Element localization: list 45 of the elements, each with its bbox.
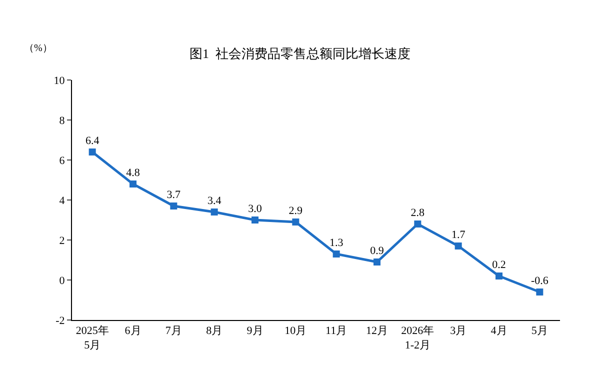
x-tick-label: 2025年 5月 [76, 325, 109, 352]
x-tick-label: 10月 [284, 325, 307, 338]
x-tick-label: 7月 [165, 325, 182, 338]
x-tick-label: 9月 [246, 325, 264, 338]
y-tick-label: 0 [59, 274, 66, 287]
data-label: 3.4 [207, 194, 222, 207]
y-tick-label: 6 [59, 154, 66, 167]
y-tick-label: 4 [59, 194, 66, 207]
data-label: 2.8 [410, 206, 426, 219]
data-label: 0.9 [370, 244, 384, 257]
point [374, 258, 380, 266]
data-label: 2.9 [288, 204, 304, 217]
x-tick-label: 5月 [531, 325, 548, 338]
data-label: 3.7 [166, 188, 182, 201]
x-tick-label: 4月 [490, 325, 508, 338]
data-label: 1.7 [451, 228, 466, 241]
x-tick-label: 11月 [326, 325, 348, 338]
x-tick-label: 3月 [450, 325, 467, 338]
x-tick-label: 12月 [366, 325, 388, 338]
data-label: 1.3 [329, 236, 344, 249]
point [252, 216, 258, 224]
point [414, 220, 422, 228]
point [332, 250, 340, 258]
point [88, 148, 96, 156]
point [454, 242, 462, 250]
chart-title: 图1 社会消费品零售总额同比增长速度 [190, 46, 410, 62]
point [536, 288, 544, 296]
data-label: 6.4 [85, 134, 100, 147]
y-tick-label: 2 [59, 234, 65, 247]
data-label: 4.8 [126, 166, 140, 179]
x-tick-label: 8月 [206, 325, 223, 338]
data-label: -0.6 [530, 274, 549, 287]
y-tick-label: 8 [59, 114, 66, 127]
point [210, 208, 218, 216]
point [496, 272, 502, 280]
y-tick-label: 10 [54, 74, 66, 87]
point [130, 180, 136, 188]
x-tick-label: 2026年 1-2月 [401, 325, 434, 352]
y-axis-title: （%） [24, 43, 52, 54]
data-label: 0.2 [492, 258, 506, 271]
point [292, 218, 300, 226]
x-tick-label: 6月 [124, 325, 142, 338]
point [170, 202, 178, 210]
y-tick-label: -2 [56, 314, 65, 327]
data-label: 3.0 [248, 202, 262, 215]
